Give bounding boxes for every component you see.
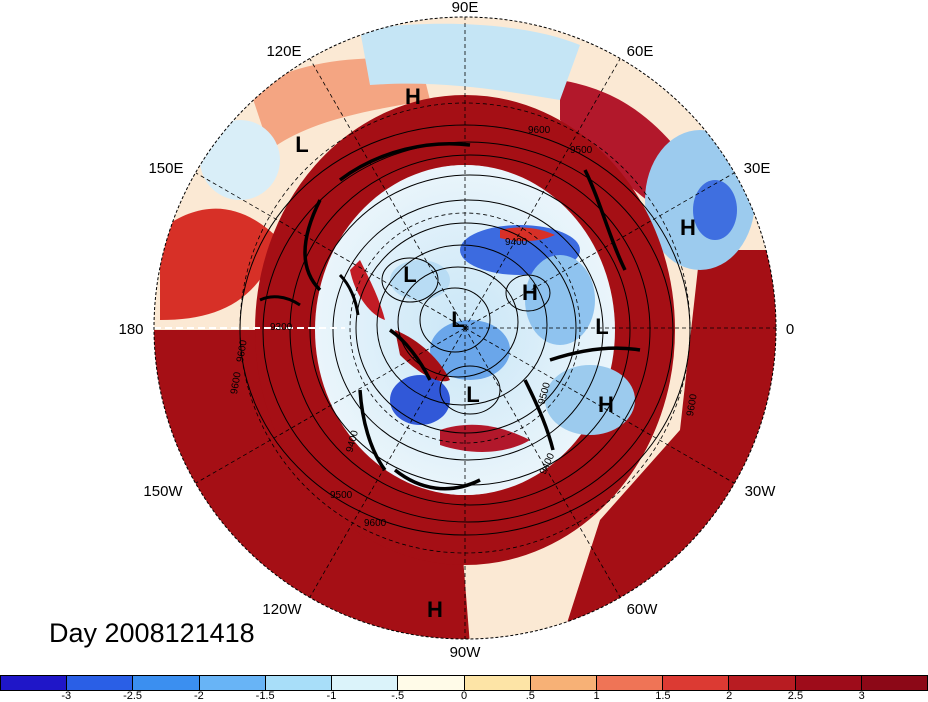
lon-label-120e: 120E: [266, 43, 301, 60]
colorbar-segment: [265, 676, 333, 690]
low-pressure-center: L: [595, 314, 608, 339]
lon-label-60e: 60E: [627, 43, 654, 60]
lon-label-150w: 150W: [143, 483, 183, 500]
colorbar-segment: [1, 676, 68, 690]
low-pressure-center: L: [451, 307, 464, 332]
contour-label: 9600: [235, 339, 250, 363]
high-pressure-center: H: [522, 280, 538, 305]
contour-label: 9600: [229, 371, 244, 395]
polar-map: 90E 60E 30E 0 30W 60W 90W 120W 150W 180 …: [118, 0, 794, 661]
lon-label-30e: 30E: [744, 160, 771, 177]
colorbar-segment: [67, 676, 134, 690]
colorbar-segment: [199, 676, 266, 690]
colorbar-segment: [332, 676, 399, 690]
colorbar-tick-label: -1: [326, 690, 337, 702]
colorbar-segment: [464, 676, 531, 690]
colorbar-segment: [663, 676, 730, 690]
low-pressure-center: L: [403, 262, 416, 287]
anomaly-field: [154, 17, 776, 639]
longitude-labels: 90E 60E 30E 0 30W 60W 90W 120W 150W 180 …: [118, 0, 794, 661]
lon-label-30w: 30W: [745, 483, 777, 500]
colorbar-segment: [729, 676, 796, 690]
contour-label: 9600: [685, 393, 700, 417]
contour-label: 9600: [364, 518, 387, 529]
colorbar: [0, 675, 928, 691]
colorbar-tick-label: -2: [193, 690, 204, 702]
colorbar-tick-label: .5: [525, 690, 535, 702]
lon-label-180: 180: [118, 321, 143, 338]
lon-label-60w: 60W: [627, 601, 659, 618]
colorbar-tick-label: 1: [593, 690, 600, 702]
colorbar-segment: [795, 676, 862, 690]
graticule: [195, 17, 776, 639]
contour-label: 9400: [505, 237, 528, 248]
colorbar-segment: [398, 676, 465, 690]
colorbar-segment: [530, 676, 597, 690]
contour-label: 9500: [330, 490, 353, 501]
map-boundary: [153, 16, 777, 640]
colorbar-segment: [596, 676, 664, 690]
contour-label: 9600: [528, 125, 551, 136]
colorbar-tick-label: 2.5: [787, 690, 804, 702]
date-title: Day 2008121418: [49, 618, 255, 648]
colorbar-segment: [861, 676, 928, 690]
high-pressure-center: H: [405, 84, 421, 109]
colorbar-tick-label: 0: [460, 690, 468, 702]
lon-label-90w: 90W: [450, 644, 482, 661]
lon-label-150e: 150E: [148, 160, 183, 177]
contour-label: 9500: [570, 145, 593, 156]
colorbar-tick-labels: -3 -2.5 -2 -1.5 -1 -.5 0 .5 1 1.5 2 2.5 3: [0, 690, 928, 702]
colorbar-tick-label: 1.5: [655, 690, 671, 702]
high-pressure-center: H: [598, 392, 614, 417]
high-pressure-center: H: [680, 215, 696, 240]
lon-label-120w: 120W: [262, 601, 302, 618]
colorbar-tick-label: -2.5: [123, 690, 143, 702]
colorbar-tick-label: -3: [61, 690, 72, 702]
pressure-centers: H L H L H L L L H H: [295, 84, 696, 622]
lon-label-0: 0: [786, 321, 794, 338]
colorbar-tick-label: 3: [858, 690, 865, 702]
low-pressure-center: L: [295, 132, 308, 157]
colorbar-segment: [133, 676, 200, 690]
contour-label: 9300: [270, 322, 293, 333]
low-pressure-center: L: [466, 382, 479, 407]
lon-label-90e: 90E: [452, 0, 479, 16]
colorbar-tick-label: 2: [726, 690, 733, 702]
high-pressure-center: H: [427, 597, 443, 622]
colorbar-tick-label: -1.5: [255, 690, 275, 702]
colorbar-tick-label: -.5: [391, 690, 405, 702]
